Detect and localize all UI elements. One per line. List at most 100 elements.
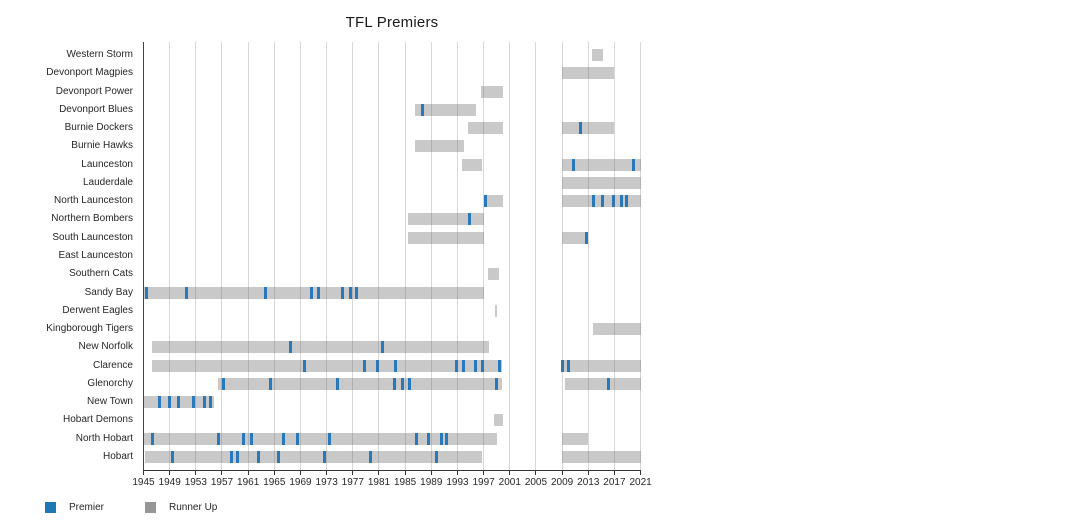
runner-up-bar bbox=[494, 304, 498, 317]
gridline bbox=[247, 42, 249, 470]
runner-up-bar bbox=[562, 450, 641, 463]
x-tick-label: 1977 bbox=[341, 477, 364, 488]
legend-label: Runner Up bbox=[169, 502, 218, 513]
runner-up-bar bbox=[152, 341, 489, 354]
gridline bbox=[456, 42, 458, 470]
x-tick-mark bbox=[326, 471, 328, 475]
x-tick-mark bbox=[352, 471, 354, 475]
runner-up-bar bbox=[218, 377, 502, 390]
x-tick-mark bbox=[195, 471, 197, 475]
premier-mark bbox=[497, 359, 501, 372]
premier-mark bbox=[474, 359, 478, 372]
gridline bbox=[509, 42, 511, 470]
gridline bbox=[483, 42, 485, 470]
x-tick-label: 1973 bbox=[315, 477, 338, 488]
premier-mark bbox=[600, 195, 604, 208]
premier-mark bbox=[401, 377, 404, 390]
gridline bbox=[195, 42, 197, 470]
premier-mark bbox=[150, 432, 154, 445]
team-label: Derwent Eagles bbox=[62, 304, 133, 316]
premier-mark bbox=[222, 377, 226, 390]
team-label: Burnie Hawks bbox=[71, 140, 133, 152]
gridline bbox=[326, 42, 328, 470]
premier-mark bbox=[295, 432, 299, 445]
x-tick-label: 1945 bbox=[132, 477, 155, 488]
premier-mark bbox=[328, 432, 332, 445]
x-tick-mark bbox=[299, 471, 301, 475]
gridline bbox=[430, 42, 432, 470]
x-tick-mark bbox=[483, 471, 485, 475]
premier-mark bbox=[368, 450, 372, 463]
premier-mark bbox=[281, 432, 285, 445]
premier-mark bbox=[455, 359, 459, 372]
premier-mark bbox=[363, 359, 367, 372]
x-tick-mark bbox=[535, 471, 537, 475]
premier-mark bbox=[375, 359, 379, 372]
runner-up-bar bbox=[564, 377, 641, 390]
premier-mark bbox=[578, 122, 582, 135]
gridline bbox=[613, 42, 615, 470]
gridline bbox=[273, 42, 275, 470]
premier-mark bbox=[611, 195, 615, 208]
runner-up-bar bbox=[591, 49, 604, 61]
premier-mark bbox=[592, 195, 595, 208]
team-label: Northern Bombers bbox=[51, 213, 133, 225]
legend-item: Runner Up bbox=[145, 502, 217, 513]
premier-mark bbox=[625, 195, 629, 208]
x-tick-mark bbox=[273, 471, 275, 475]
x-tick-mark bbox=[221, 471, 223, 475]
premier-mark bbox=[317, 286, 321, 299]
gridline bbox=[535, 42, 537, 470]
runner-up-bar bbox=[414, 140, 464, 153]
gridline bbox=[378, 42, 380, 470]
runner-up-bar bbox=[408, 231, 484, 244]
x-tick-label: 2009 bbox=[550, 477, 574, 488]
runner-up-bar bbox=[143, 286, 484, 299]
premier-mark bbox=[381, 341, 385, 354]
premier-mark bbox=[209, 396, 213, 409]
premier-mark bbox=[426, 432, 430, 445]
x-tick-mark bbox=[509, 471, 511, 475]
x-tick-mark bbox=[456, 471, 458, 475]
premier-mark bbox=[289, 341, 293, 354]
premier-mark bbox=[414, 432, 418, 445]
premier-mark bbox=[184, 286, 188, 299]
gridline bbox=[587, 42, 589, 470]
team-label: Glenorchy bbox=[87, 377, 133, 389]
team-label: East Launceston bbox=[58, 249, 134, 261]
runner-up-bar bbox=[494, 414, 503, 427]
x-tick-label: 1953 bbox=[184, 477, 207, 488]
premier-mark bbox=[355, 286, 359, 299]
premier-mark bbox=[462, 359, 466, 372]
x-tick-mark bbox=[404, 471, 406, 475]
premier-mark bbox=[341, 286, 345, 299]
legend-swatch-premier bbox=[45, 502, 56, 513]
premier-mark bbox=[264, 286, 268, 299]
runner-up-bar bbox=[144, 450, 482, 463]
x-tick-mark bbox=[247, 471, 249, 475]
runner-up-bar bbox=[467, 122, 504, 135]
premier-mark bbox=[171, 450, 175, 463]
runner-up-bar bbox=[560, 359, 641, 372]
premier-mark bbox=[567, 359, 571, 372]
runner-up-bar bbox=[462, 158, 483, 171]
team-label: Devonport Power bbox=[55, 85, 133, 97]
team-label: Southern Cats bbox=[69, 268, 133, 280]
team-label: Lauderdale bbox=[82, 176, 133, 188]
team-label: Kingborough Tigers bbox=[46, 323, 133, 335]
premier-mark bbox=[335, 377, 339, 390]
premier-mark bbox=[167, 396, 171, 409]
legend-label: Premier bbox=[69, 502, 105, 513]
team-label: Sandy Bay bbox=[84, 286, 133, 298]
legend-swatch-runner-up bbox=[145, 502, 156, 513]
runner-up-bar bbox=[414, 103, 476, 116]
runner-up-bar bbox=[488, 268, 499, 281]
runner-up-bar bbox=[481, 85, 504, 98]
x-tick-mark bbox=[169, 471, 171, 475]
premier-mark bbox=[445, 432, 449, 445]
runner-up-bar bbox=[562, 67, 615, 80]
gridline bbox=[561, 42, 563, 470]
premier-mark bbox=[408, 377, 412, 390]
premier-mark bbox=[440, 432, 444, 445]
